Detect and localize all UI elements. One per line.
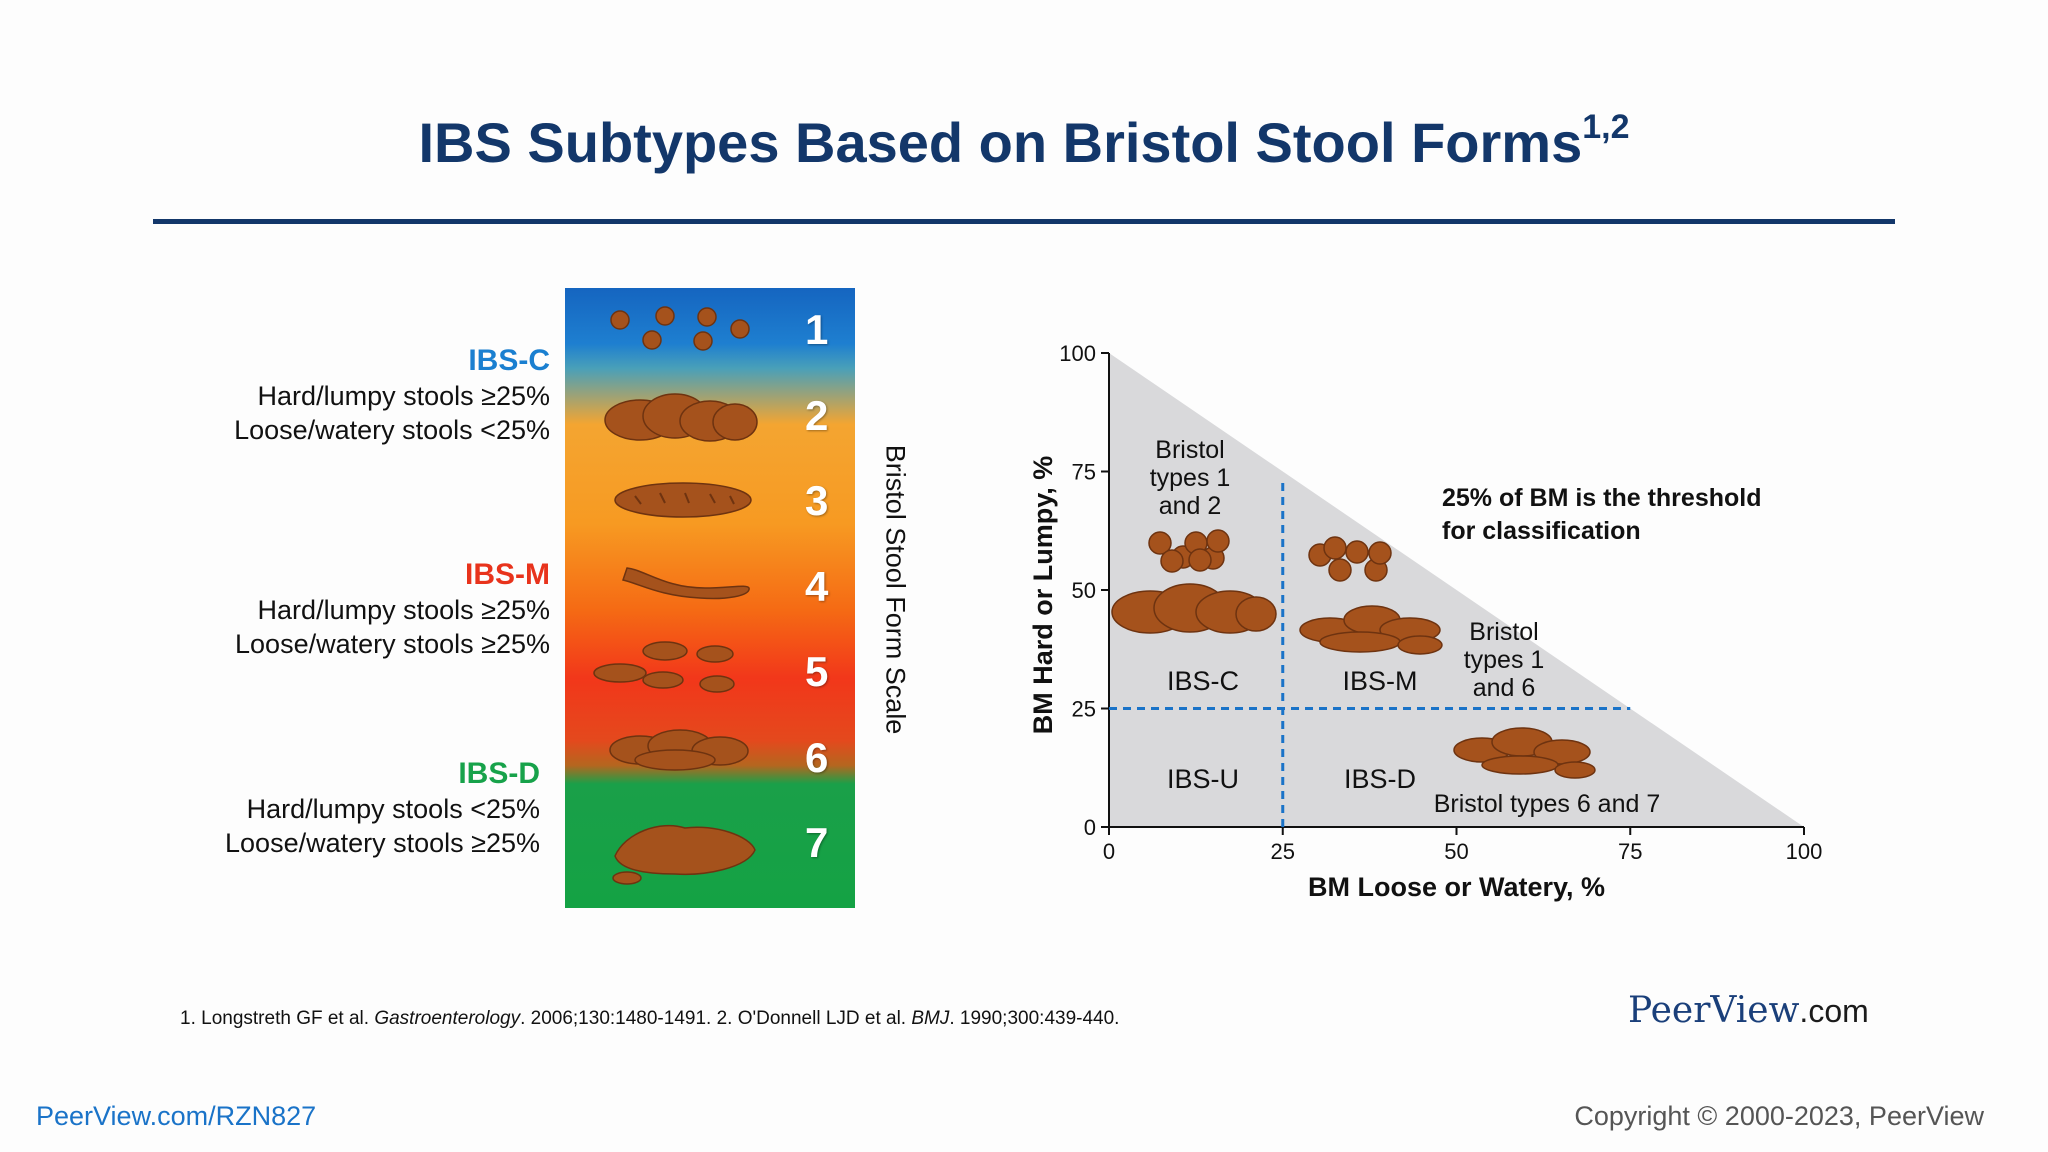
- y-tick-label: 75: [1072, 460, 1096, 485]
- stool-type-6-icon: [1453, 737, 1511, 763]
- slide-title-text: IBS Subtypes Based on Bristol Stool Form…: [418, 111, 1583, 174]
- stool-type-2-icon: [1111, 590, 1189, 634]
- y-tick-label: 100: [1059, 341, 1096, 366]
- stool-type-1-icon: [1201, 546, 1225, 570]
- stool-type-6-icon: [1491, 727, 1553, 757]
- bristol-scale-label: Bristol Stool Form Scale: [880, 444, 911, 735]
- bristol-number-2: 2: [805, 392, 829, 439]
- x-tick-label: 100: [1786, 839, 1823, 864]
- stool-type-4-icon: [622, 567, 750, 600]
- subtype-hard-line: Hard/lumpy stools ≥25%: [257, 381, 550, 411]
- quadrant-label: IBS-U: [1167, 764, 1239, 794]
- quadrant-label: IBS-C: [1167, 666, 1239, 696]
- references: 1. Longstreth GF et al. Gastroenterology…: [180, 1008, 1119, 1030]
- stool-type-3-icon: [614, 482, 752, 518]
- quadrant-label: IBS-D: [1344, 764, 1416, 794]
- stool-type-1-icon: [1188, 548, 1212, 572]
- brand-suffix: .com: [1799, 993, 1869, 1029]
- stool-type-6-icon: [1319, 631, 1401, 653]
- stool-type-6-icon: [1481, 755, 1559, 775]
- subtype-loose-line: Loose/watery stools ≥25%: [235, 629, 550, 659]
- subtype-ibs-m: IBS-M Hard/lumpy stools ≥25% Loose/water…: [235, 557, 550, 661]
- stool-type-5-icon: [593, 641, 735, 693]
- bristol-number-1: 1: [805, 306, 829, 353]
- x-tick-label: 25: [1271, 839, 1295, 864]
- bristol-number-4: 4: [805, 563, 829, 610]
- stool-type-1-icon: [1364, 558, 1388, 582]
- stool-type-6-icon: [1397, 635, 1443, 655]
- subtype-name: IBS-M: [465, 558, 550, 591]
- bristol-number-5: 5: [805, 648, 829, 695]
- reference-1-authors: 1. Longstreth GF et al.: [180, 1008, 375, 1029]
- y-tick-label: 25: [1072, 697, 1096, 722]
- stool-type-1-icon: [1323, 536, 1347, 560]
- stool-illustrations: [593, 306, 758, 885]
- stool-type-6-icon: [1533, 739, 1591, 765]
- x-tick-label: 75: [1618, 839, 1642, 864]
- subtype-hard-line: Hard/lumpy stools ≥25%: [257, 595, 550, 625]
- annotation-bristol-1-2: and 2: [1159, 492, 1222, 520]
- stool-type-1-icon: [1206, 529, 1230, 553]
- stool-type-1-icon: [1171, 545, 1195, 569]
- stool-type-7-icon: [612, 824, 756, 885]
- stool-type-1-icon: [1184, 531, 1208, 555]
- stool-type-2-icon: [1153, 583, 1227, 633]
- stool-type-6-icon: [1379, 617, 1441, 643]
- stool-type-1-icon: [1148, 531, 1172, 555]
- bristol-number-7: 7: [805, 819, 829, 866]
- stool-type-1-icon: [610, 306, 750, 351]
- quadrant-label: IBS-M: [1342, 666, 1417, 696]
- stool-type-6-icon: [1554, 761, 1596, 779]
- y-tick-label: 50: [1072, 578, 1096, 603]
- stool-type-6-icon: [1299, 617, 1361, 643]
- stool-type-2-icon: [604, 393, 758, 442]
- brand-name: PeerView: [1628, 990, 1800, 1031]
- reference-1-journal: Gastroenterology: [374, 1008, 521, 1029]
- title-divider: [153, 219, 1895, 224]
- annotation-bristol-1-2: types 1: [1150, 464, 1231, 492]
- subtype-ibs-c: IBS-C Hard/lumpy stools ≥25% Loose/water…: [234, 343, 550, 447]
- x-tick-label: 50: [1444, 839, 1468, 864]
- subtype-loose-line: Loose/watery stools <25%: [234, 415, 550, 445]
- subtype-hard-line: Hard/lumpy stools <25%: [246, 794, 540, 824]
- annotation-threshold-note: for classification: [1442, 517, 1641, 545]
- stool-type-2-icon: [1195, 590, 1265, 634]
- subtype-name: IBS-D: [458, 757, 540, 790]
- stool-type-1-icon: [1160, 549, 1184, 573]
- reference-1-details: . 2006;130:1480-1491. 2. O'Donnell LJD e…: [520, 1008, 912, 1029]
- stool-type-2-icon: [1235, 596, 1277, 632]
- stool-type-1-icon: [1368, 541, 1392, 565]
- stool-type-1-icon: [1328, 558, 1352, 582]
- bristol-scale-bar: 1 2 3 4 5 6 7: [565, 288, 855, 908]
- stool-type-6-icon: [609, 729, 749, 771]
- title-superscript: 1,2: [1582, 108, 1630, 146]
- stool-type-6-icon: [1343, 605, 1401, 635]
- feasible-region: [1109, 353, 1804, 827]
- x-tick-label: 0: [1103, 839, 1115, 864]
- x-axis-label: BM Loose or Watery, %: [1308, 872, 1605, 902]
- annotation-bristol-1-2: Bristol: [1155, 436, 1224, 464]
- y-axis-label: BM Hard or Lumpy, %: [1028, 456, 1058, 735]
- annotation-bristol-1-6: Bristol: [1469, 618, 1538, 646]
- y-tick-label: 0: [1084, 815, 1096, 840]
- annotation-threshold-note: 25% of BM is the threshold: [1442, 484, 1761, 512]
- copyright: Copyright © 2000-2023, PeerView: [1574, 1101, 1984, 1131]
- annotation-bristol-1-6: and 6: [1473, 674, 1536, 702]
- program-url[interactable]: PeerView.com/RZN827: [36, 1101, 317, 1131]
- stool-type-1-icon: [1345, 540, 1369, 564]
- bristol-number-6: 6: [805, 734, 829, 781]
- reference-2-details: . 1990;300:439-440.: [949, 1008, 1120, 1029]
- subtype-name: IBS-C: [468, 344, 550, 377]
- subtype-loose-line: Loose/watery stools ≥25%: [225, 828, 540, 858]
- bristol-number-3: 3: [805, 477, 829, 524]
- annotation-bristol-1-6: types 1: [1464, 646, 1545, 674]
- reference-2-journal: BMJ: [911, 1008, 950, 1029]
- annotation-bristol-6-7: Bristol types 6 and 7: [1434, 790, 1661, 818]
- peerview-logo: PeerView.com: [1628, 990, 1869, 1031]
- slide-title: IBS Subtypes Based on Bristol Stool Form…: [0, 108, 2048, 175]
- stool-type-1-icon: [1308, 543, 1332, 567]
- subtype-ibs-d: IBS-D Hard/lumpy stools <25% Loose/water…: [225, 756, 540, 860]
